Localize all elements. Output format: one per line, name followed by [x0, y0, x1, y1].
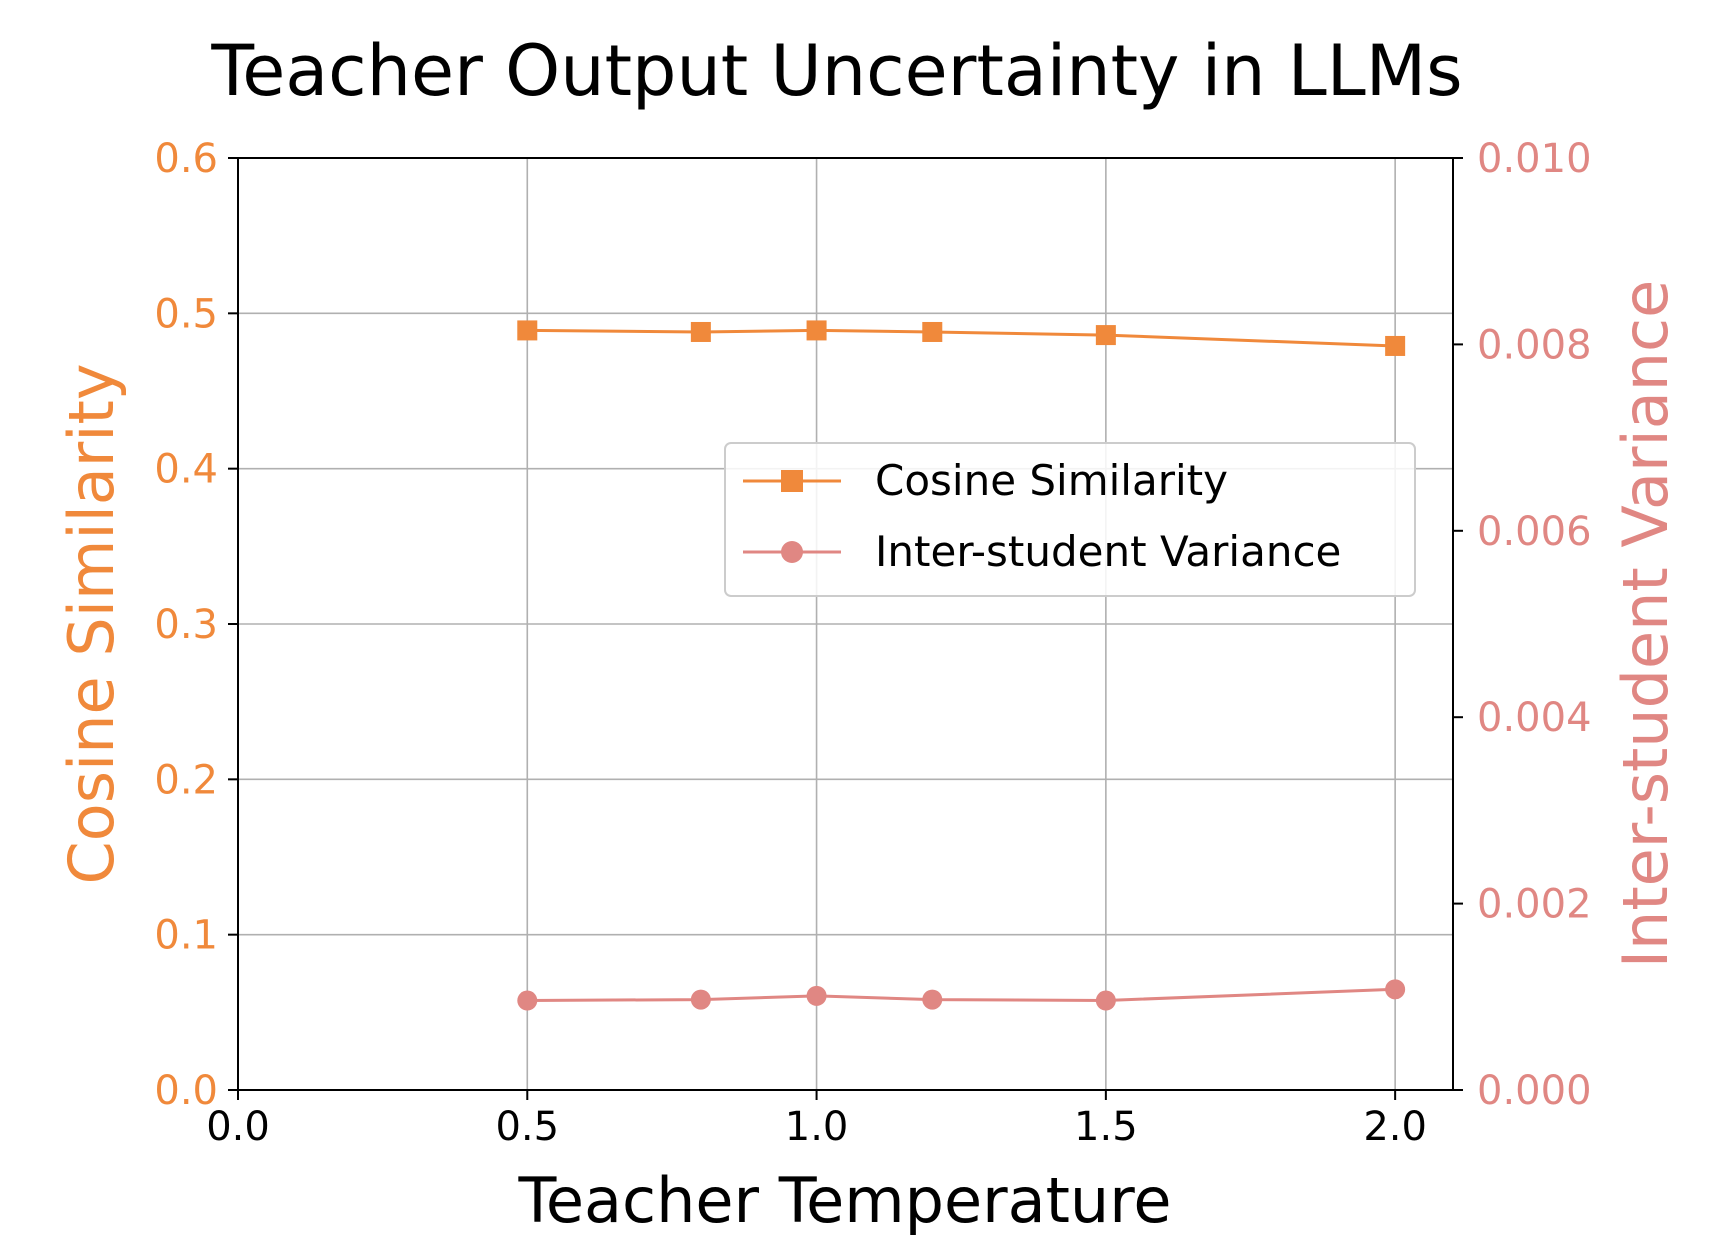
x-axis-label: Teacher Temperature — [518, 1164, 1172, 1237]
data-point-circle — [1095, 990, 1116, 1011]
series-line-1 — [527, 987, 1396, 1003]
y-tick-label-right: 0.006 — [1477, 509, 1592, 555]
y-tick-label-right: 0.010 — [1477, 136, 1592, 182]
y-tick-label-right: 0.000 — [1477, 1068, 1592, 1114]
x-tick-label: 0.5 — [495, 1104, 559, 1150]
series-layer — [517, 320, 1406, 1011]
data-point-square — [1095, 325, 1116, 346]
grid — [237, 157, 1453, 1091]
y-axis-label-right: Inter-student Variance — [1609, 280, 1682, 968]
y-tick-label-left: 0.1 — [154, 913, 218, 959]
data-point-square — [517, 320, 538, 341]
y-tick-label-left: 0.5 — [154, 291, 218, 337]
data-point-circle — [922, 989, 943, 1010]
data-point-square — [922, 321, 943, 342]
data-point-circle — [690, 989, 711, 1010]
x-tick-label: 1.5 — [1074, 1104, 1138, 1150]
y-axis-label-left: Cosine Similarity — [55, 363, 128, 884]
chart-title: Teacher Output Uncertainty in LLMs — [210, 30, 1462, 112]
y-tick-label-left: 0.4 — [154, 447, 218, 493]
y-tick-label-right: 0.002 — [1477, 882, 1592, 928]
data-point-circle — [1385, 979, 1406, 1000]
legend: Cosine Similarity Inter-student Variance — [724, 442, 1416, 597]
y-tick-label-left: 0.3 — [154, 602, 218, 648]
legend-label-variance: Inter-student Variance — [875, 527, 1341, 576]
legend-marker-cosine — [781, 470, 803, 492]
data-point-circle — [806, 985, 827, 1006]
y-tick-label-right: 0.004 — [1477, 695, 1592, 741]
data-point-square — [1385, 335, 1406, 356]
legend-marker-variance — [781, 541, 803, 563]
x-tick-label: 1.0 — [785, 1104, 849, 1150]
data-point-square — [806, 320, 827, 341]
y-tick-label-left: 0.2 — [154, 757, 218, 803]
data-point-circle — [517, 990, 538, 1011]
legend-label-cosine: Cosine Similarity — [875, 456, 1228, 505]
x-tick-label: 2.0 — [1363, 1104, 1427, 1150]
x-tick-label: 0.0 — [206, 1104, 270, 1150]
y-tick-label-left: 0.6 — [154, 136, 218, 182]
data-point-square — [690, 321, 711, 342]
y-tick-label-left: 0.0 — [154, 1068, 218, 1114]
series-line-0 — [527, 328, 1396, 348]
y-tick-label-right: 0.008 — [1477, 322, 1592, 368]
legend-box — [724, 442, 1416, 597]
axes-layer: 0.0 0.5 1.0 1.5 2.0 0.0 0.1 0.2 0.3 0.4 0.5 0.6 0.00… — [154, 136, 1591, 1150]
